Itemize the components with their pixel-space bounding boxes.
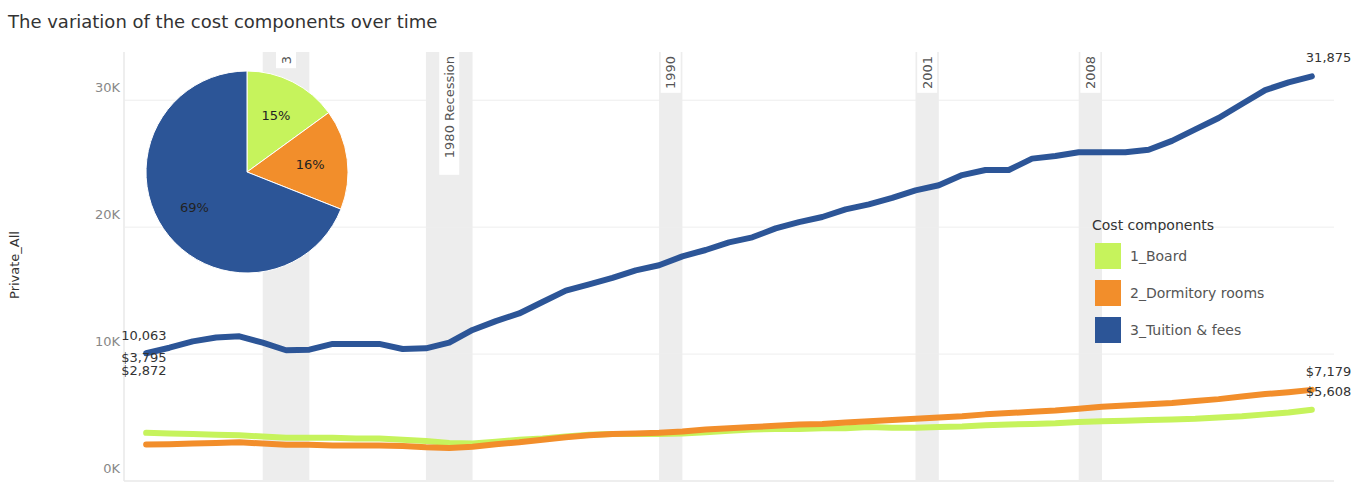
band-label: 2001	[920, 56, 935, 89]
y-axis-line	[124, 52, 125, 481]
y-axis-title: Private_All	[7, 231, 22, 299]
band-label-bg	[917, 52, 937, 93]
band-label: 3	[279, 56, 294, 64]
legend-label: 3_Tuition & fees	[1130, 322, 1241, 338]
data-label: 31,875	[1306, 50, 1352, 65]
series-line	[146, 390, 1312, 448]
chart-title: The variation of the cost components ove…	[7, 11, 437, 32]
band-label-group: 2001	[917, 52, 937, 93]
pie: 15% 16% 69%	[146, 71, 348, 273]
pie-label: 69%	[180, 200, 209, 215]
data-label: 10,063	[121, 328, 167, 343]
x-axis-line	[124, 481, 1334, 482]
legend-label: 1_Board	[1130, 248, 1187, 264]
band-label: 1980 Recession	[442, 56, 457, 158]
legend-label: 2_Dormitory rooms	[1130, 285, 1264, 301]
recession-band	[426, 52, 473, 481]
band-label-group: 1980 Recession	[439, 52, 459, 175]
y-tick-label: 0K	[103, 461, 120, 476]
band-label-group: 2008	[1080, 52, 1100, 93]
band-label: 1990	[663, 56, 678, 89]
data-label: $2,872	[121, 363, 167, 378]
band-label-bg	[661, 52, 681, 93]
band-label-bg	[439, 52, 459, 175]
pie-label: 16%	[296, 157, 325, 172]
grid-line	[124, 481, 1334, 482]
band-label: 2008	[1083, 56, 1098, 89]
grid-line	[124, 354, 1334, 355]
band-label-group: 1990	[661, 52, 681, 93]
pie-label: 15%	[261, 108, 290, 123]
chart-root: The variation of the cost components ove…	[0, 0, 1355, 485]
legend-title: Cost components	[1092, 217, 1214, 233]
lines-group	[146, 76, 1312, 448]
chart-svg: The variation of the cost components ove…	[0, 0, 1355, 485]
legend-swatch	[1095, 317, 1121, 343]
legend-swatch	[1095, 243, 1121, 269]
legend-swatch	[1095, 280, 1121, 306]
y-tick-label: 10K	[95, 334, 121, 349]
band-label-bg	[276, 52, 296, 68]
data-label: $7,179	[1306, 364, 1352, 379]
legend: Cost components 1_Board 2_Dormitory rooms 3…	[1092, 217, 1264, 343]
pie-slice	[146, 71, 341, 273]
y-tick-label: 20K	[95, 207, 121, 222]
y-tick-label: 30K	[95, 80, 121, 95]
data-label: $5,608	[1306, 384, 1352, 399]
band-label-bg	[1080, 52, 1100, 93]
band-label-group: 3	[276, 52, 296, 68]
